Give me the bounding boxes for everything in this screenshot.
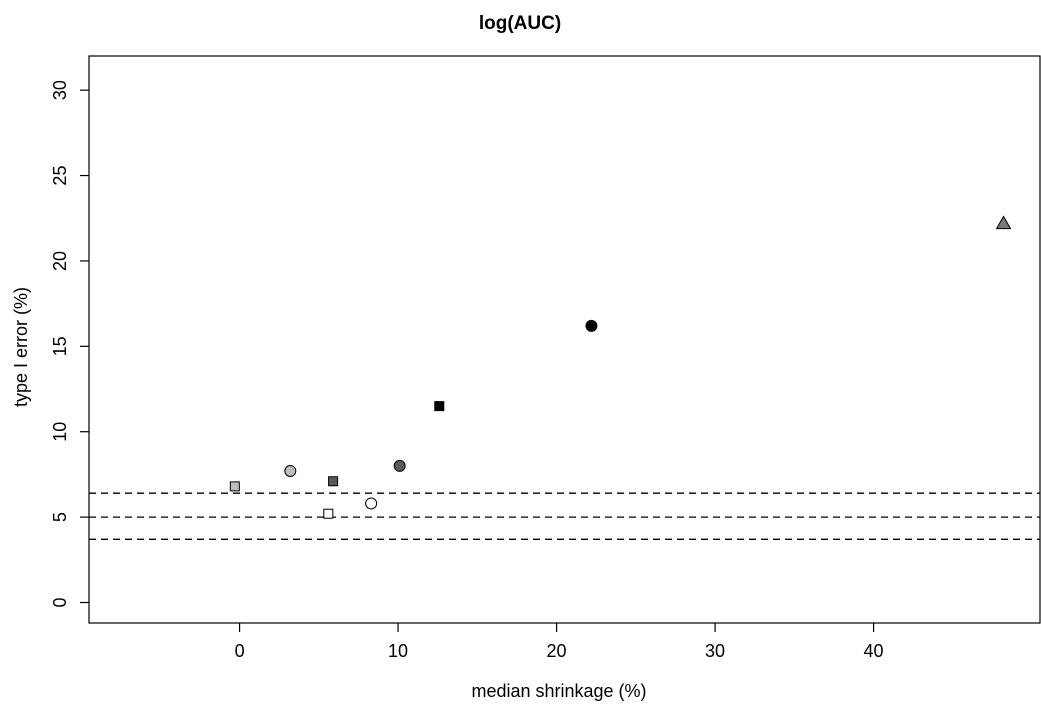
y-tick-label: 10 bbox=[50, 422, 70, 442]
data-point-square bbox=[328, 476, 339, 487]
y-tick-label: 25 bbox=[50, 166, 70, 186]
y-tick-label: 5 bbox=[50, 512, 70, 522]
x-tick-label: 10 bbox=[388, 641, 408, 661]
y-axis-label: type I error (%) bbox=[11, 287, 31, 407]
y-tick-label: 30 bbox=[50, 80, 70, 100]
x-tick-label: 20 bbox=[547, 641, 567, 661]
plot-frame bbox=[88, 55, 1041, 624]
data-point-square bbox=[434, 401, 445, 412]
chart-title: log(AUC) bbox=[479, 13, 561, 34]
x-axis-label: median shrinkage (%) bbox=[471, 681, 646, 701]
x-tick-label: 30 bbox=[705, 641, 725, 661]
data-point-circle bbox=[365, 497, 378, 510]
y-tick-label: 15 bbox=[50, 336, 70, 356]
data-point-square bbox=[323, 508, 334, 519]
data-point-circle bbox=[393, 459, 406, 472]
y-tick-label: 0 bbox=[50, 597, 70, 607]
data-point-triangle bbox=[995, 215, 1012, 230]
x-tick-label: 40 bbox=[864, 641, 884, 661]
y-tick-label: 20 bbox=[50, 251, 70, 271]
data-point-square bbox=[229, 481, 240, 492]
x-tick-label: 0 bbox=[235, 641, 245, 661]
data-point-circle bbox=[284, 465, 297, 478]
data-point-circle bbox=[585, 319, 598, 332]
